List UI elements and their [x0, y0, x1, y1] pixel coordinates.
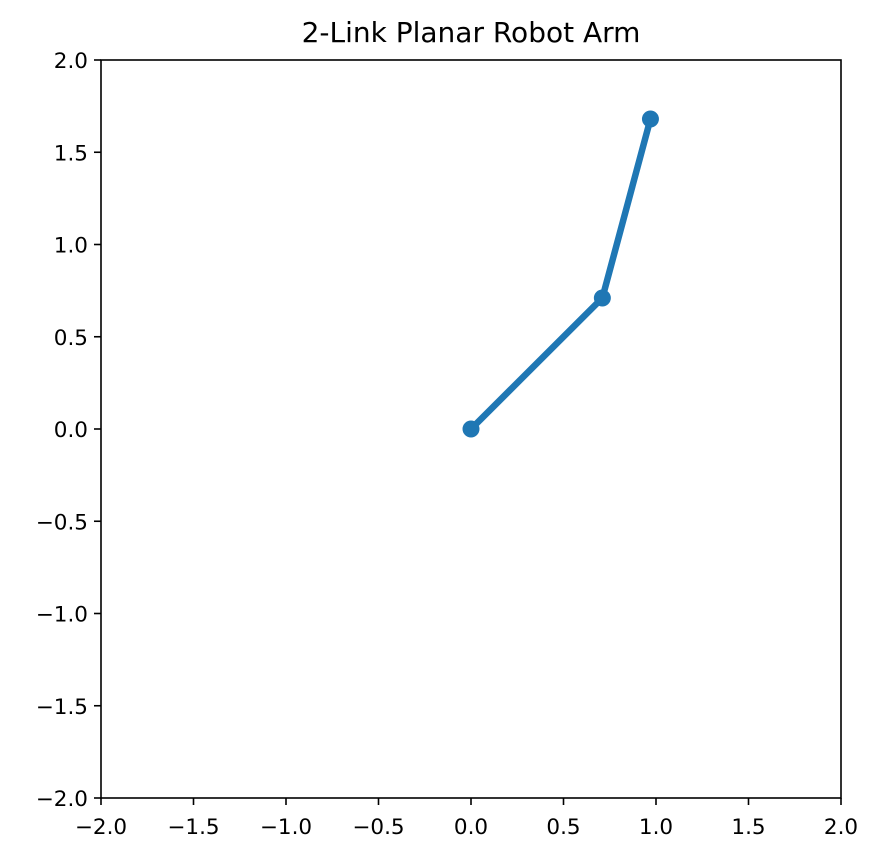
y-tick-label: −1.5 [36, 695, 88, 720]
base-joint-point [462, 420, 480, 438]
x-tick-label: 1.5 [731, 815, 765, 840]
end-effector-point [641, 110, 659, 128]
x-tick-label: −0.5 [352, 815, 404, 840]
y-tick-label: 1.0 [54, 234, 88, 259]
y-tick-label: −1.0 [36, 603, 88, 628]
elbow-joint-point [593, 289, 611, 307]
y-tick-label: 0.5 [54, 326, 88, 351]
x-tick-label: 0.5 [546, 815, 580, 840]
x-tick-label: 1.0 [639, 815, 673, 840]
arm-link-2 [598, 115, 655, 302]
y-tick-label: −0.5 [36, 510, 88, 535]
y-tick-label: 2.0 [54, 49, 88, 74]
y-tick-label: −2.0 [36, 787, 88, 812]
arm-link-1 [466, 293, 607, 434]
data-series-layer [462, 110, 659, 438]
chart-title: 2-Link Planar Robot Arm [302, 16, 641, 49]
x-tick-label: 0.0 [454, 815, 488, 840]
y-tick-label: 1.5 [54, 141, 88, 166]
y-tick-label: 0.0 [54, 418, 88, 443]
x-tick-label: 2.0 [824, 815, 858, 840]
x-tick-label: −1.0 [260, 815, 312, 840]
x-tick-label: −1.5 [167, 815, 219, 840]
x-tick-label: −2.0 [75, 815, 127, 840]
axes-layer: −2.0 −1.5 −1.0 −0.5 0.0 0.5 1.0 1.5 2.0 −2.0 −1.5 −… [36, 49, 858, 840]
